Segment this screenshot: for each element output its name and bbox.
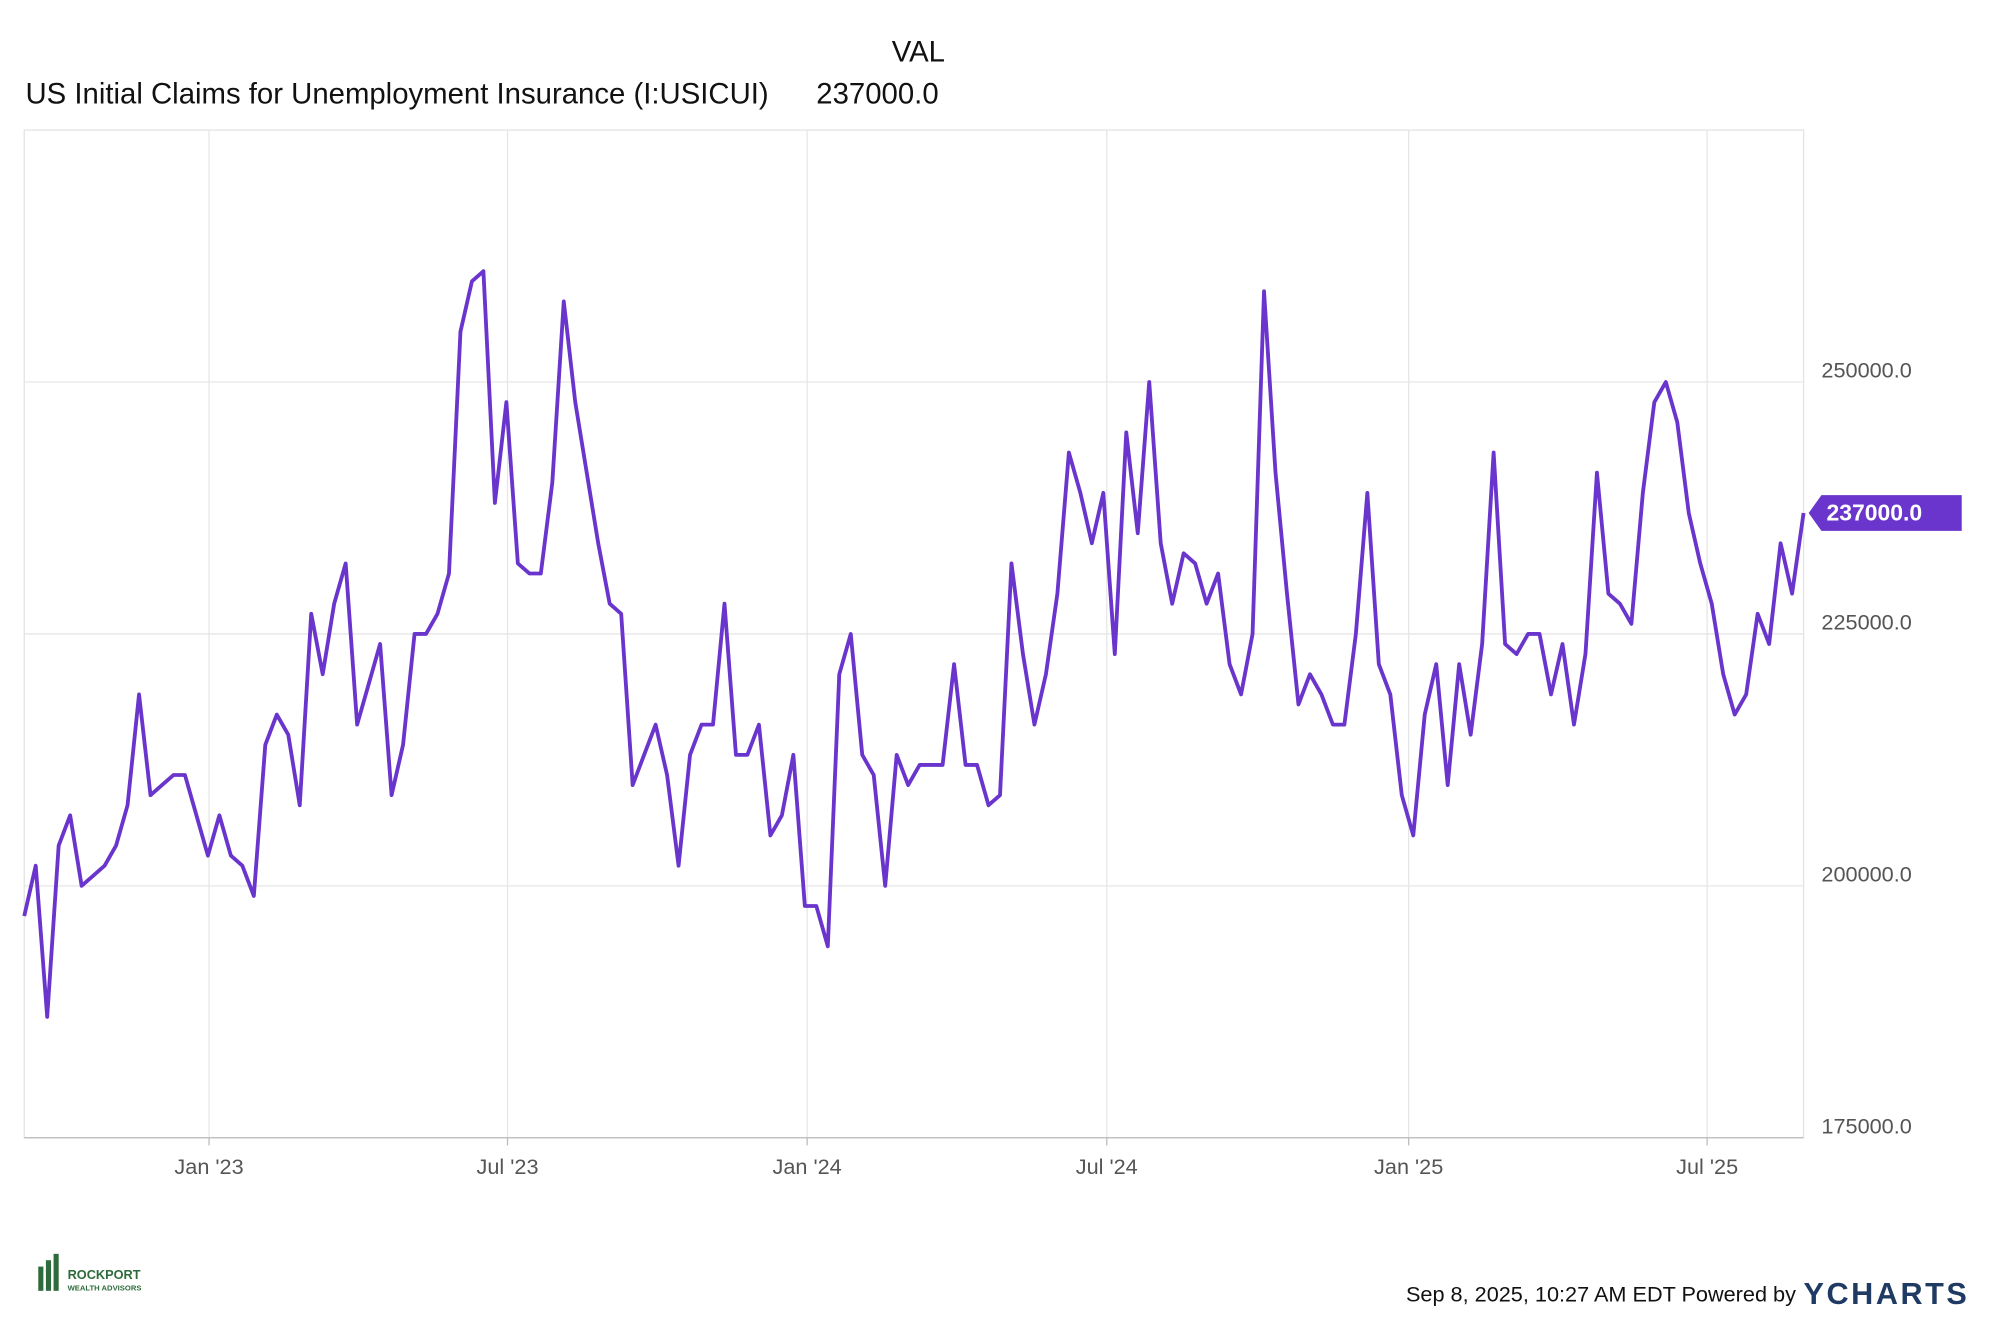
x-tick-label: Jul '24: [1076, 1154, 1138, 1179]
last-value-label: 237000.0: [1827, 499, 1923, 525]
current-value: 237000.0: [816, 77, 938, 110]
logo: ROCKPORT WEALTH ADVISORS: [38, 1253, 142, 1292]
chart-title: US Initial Claims for Unemployment Insur…: [26, 77, 769, 110]
legend-title: VAL: [892, 35, 945, 68]
x-tick-label: Jan '25: [1374, 1154, 1443, 1179]
logo-bar: [45, 1260, 52, 1291]
x-tick-label: Jan '23: [174, 1154, 243, 1179]
marks: [22, 269, 1806, 1019]
logo-sub: WEALTH ADVISORS: [68, 1283, 142, 1292]
line: [22, 269, 1806, 1019]
last-value-badge: [1808, 495, 1962, 531]
y-tick-label: 225000.0: [1821, 609, 1911, 634]
footer-brand[interactable]: YCHARTS: [1804, 1277, 1970, 1311]
x-tick-label: Jan '24: [773, 1154, 842, 1179]
logo-bar: [38, 1266, 44, 1291]
y-tick-label: 250000.0: [1821, 358, 1911, 383]
footer-timestamp: Sep 8, 2025, 10:27 AM EDT Powered by: [1406, 1282, 1796, 1307]
x-tick-label: Jul '23: [477, 1154, 539, 1179]
x-tick-label: Jul '25: [1676, 1154, 1738, 1179]
y-tick-label: 175000.0: [1821, 1113, 1911, 1138]
logo-name: ROCKPORT: [68, 1267, 141, 1282]
y-tick-label: 200000.0: [1821, 861, 1911, 886]
logo-bar: [53, 1253, 59, 1291]
